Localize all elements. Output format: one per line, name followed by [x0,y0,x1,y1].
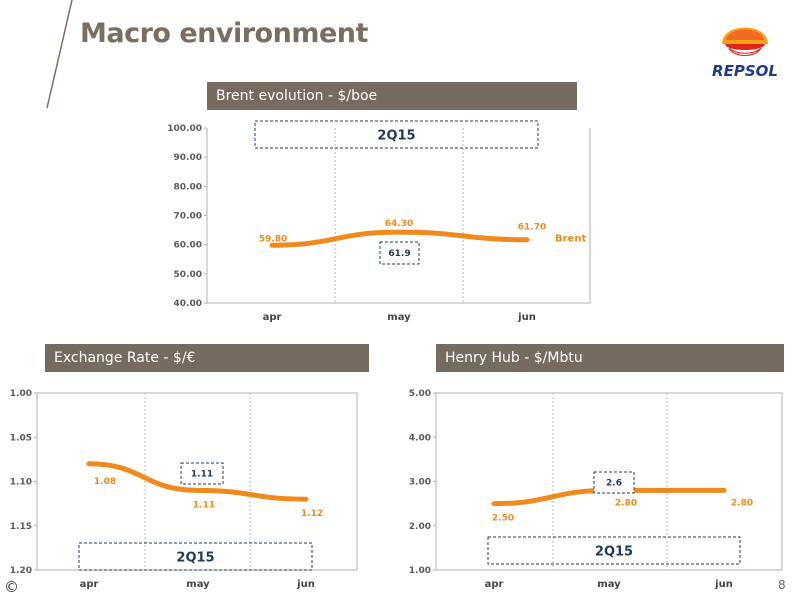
y-tick-label: 3.00 [409,478,431,488]
x-tick-label: jun [296,579,315,590]
x-tick-label: may [387,312,411,323]
x-tick-label: may [186,579,210,590]
x-tick-label: may [597,579,621,590]
period-label: 2Q15 [176,551,214,566]
y-tick-label: 1.05 [10,433,32,443]
y-tick-label: 1.00 [409,566,431,576]
y-tick-label: 1.10 [10,478,32,488]
y-tick-label: 2.00 [409,522,431,532]
x-tick-label: apr [80,579,99,590]
data-label: 1.08 [94,477,116,487]
repsol-logo: REPSOL [712,27,778,80]
y-tick-label: 40.00 [174,299,202,309]
y-tick-label: 100.00 [167,124,202,134]
exchange-chart-title: Exchange Rate - $/€ [45,344,369,372]
y-tick-label: 90.00 [174,153,202,163]
y-tick-label: 70.00 [174,212,202,222]
page-number: 8 [778,578,786,592]
average-value: 1.11 [191,470,213,480]
series-line [86,461,309,502]
y-tick-label: 1.20 [10,566,32,576]
y-tick-label: 4.00 [409,433,431,443]
average-value: 2.6 [606,479,622,489]
period-box [78,542,313,571]
y-tick-label: 1.00 [10,389,32,399]
y-tick-label: 50.00 [174,270,202,280]
data-label: 2.50 [492,514,514,524]
copyright-symbol: © [4,578,19,596]
average-value: 61.9 [388,249,410,259]
series-name-label: Brent [555,234,586,245]
average-box [593,471,635,494]
series-line [269,229,530,248]
period-label: 2Q15 [595,545,633,560]
data-label: 59.80 [259,234,287,244]
brent-chart-title: Brent evolution - $/boe [207,82,577,110]
title-slash-decoration [46,0,73,109]
average-box [379,241,420,265]
period-box [487,536,741,565]
y-tick-label: 5.00 [409,389,431,399]
y-tick-label: 80.00 [174,182,202,192]
page-title: Macro environment [80,18,368,49]
data-label: 1.12 [301,509,323,519]
x-tick-label: apr [263,312,282,323]
y-tick-label: 60.00 [174,241,202,251]
period-label: 2Q15 [377,129,415,144]
henryhub-chart-title: Henry Hub - $/Mbtu [436,344,784,372]
y-tick-label: 1.15 [10,522,32,532]
data-label: 61.70 [518,223,546,233]
x-tick-label: jun [517,312,536,323]
average-box [180,462,224,485]
data-label: 1.11 [193,500,215,510]
period-box [254,120,539,149]
x-tick-label: jun [714,579,733,590]
logo-text: REPSOL [712,62,778,80]
data-label: 2.80 [731,498,753,508]
x-tick-label: apr [485,579,504,590]
data-label: 2.80 [615,498,637,508]
data-label: 64.30 [385,219,413,229]
